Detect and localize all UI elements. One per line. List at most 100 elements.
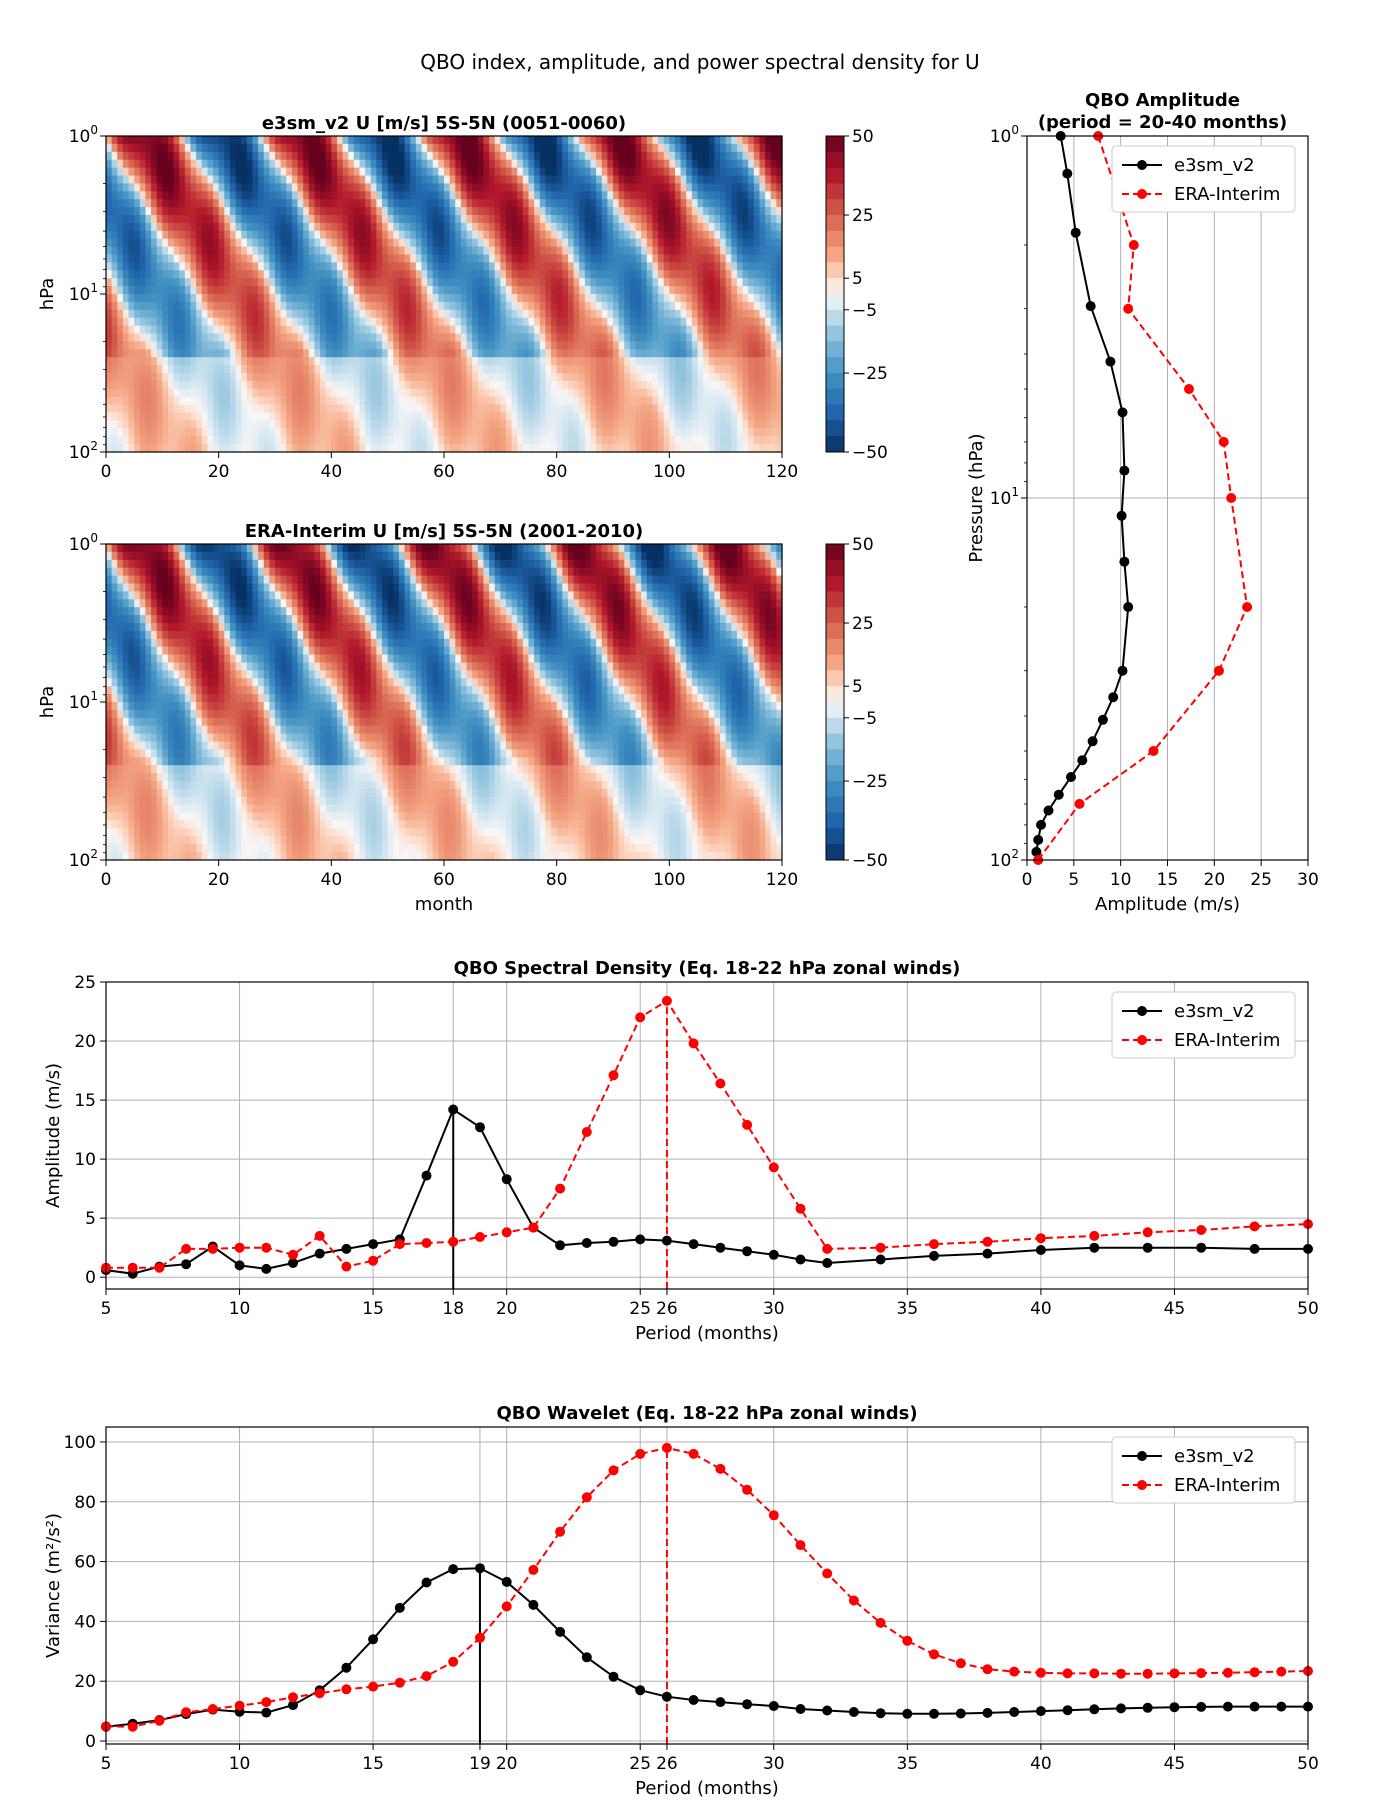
hm1-cell	[753, 175, 761, 184]
hm1-cell	[500, 262, 507, 271]
hm1-cell	[748, 341, 755, 350]
hm1-cell	[387, 301, 394, 311]
hm1-cell	[613, 238, 620, 248]
hm1-cell	[336, 317, 344, 327]
hm1-cell	[410, 215, 417, 224]
hm1-cell	[641, 286, 648, 295]
hm1-cell	[269, 270, 276, 279]
hm1-cell	[421, 380, 428, 390]
hm1-cell	[387, 309, 394, 319]
hm1-cell	[748, 167, 755, 177]
hm1-cell	[286, 286, 293, 295]
hm1-cell	[246, 230, 254, 240]
hm1-cell	[736, 341, 744, 350]
hm1-cell	[584, 420, 592, 429]
hm2-cell	[455, 544, 462, 553]
hm1-cell	[258, 294, 265, 303]
hm1-cell	[590, 444, 597, 453]
hm1-cell	[387, 207, 394, 216]
hm1-cell	[179, 230, 186, 240]
hm1-cell	[528, 412, 535, 421]
hm1-cell	[359, 412, 366, 421]
hm1-cell	[635, 294, 642, 303]
hm1-cell	[258, 404, 265, 414]
hm1-cell	[635, 436, 642, 445]
hm1-ytick-label: 101	[69, 281, 98, 305]
hm1-cell	[494, 175, 501, 184]
hm1-cell	[241, 199, 248, 208]
hm1-cell	[213, 436, 220, 445]
hm1-cell	[759, 317, 766, 327]
hm1-cell	[167, 396, 175, 406]
hm1-cell	[601, 436, 608, 445]
hm1-cell	[297, 278, 304, 287]
hm1-cell	[505, 317, 513, 327]
hm1-cell	[579, 278, 586, 287]
hm1-cell	[263, 254, 270, 263]
hm1-cell	[562, 357, 569, 366]
hm1-cell	[269, 349, 276, 358]
hm1-cell	[258, 191, 265, 200]
hm2-cell	[275, 544, 282, 553]
hm1-cell	[697, 199, 704, 208]
hm1-cell	[370, 380, 377, 390]
hm1-cell	[246, 136, 254, 145]
hm1-cell	[539, 207, 546, 216]
hm1-cell	[652, 222, 659, 232]
hm1-cell	[517, 151, 524, 161]
hm1-cell	[190, 191, 197, 200]
hm1-cell	[703, 246, 710, 256]
hm1-cell	[652, 278, 659, 287]
hm1-cell	[663, 325, 670, 335]
hm1-cell	[596, 325, 603, 335]
hm1-cell	[455, 388, 462, 398]
hm1-cell	[297, 317, 304, 327]
hm1-cell	[156, 254, 163, 263]
hm1-cell	[618, 262, 625, 271]
hm1-cell	[432, 230, 439, 240]
hm1-cell	[556, 286, 563, 295]
hm1-cell	[331, 167, 338, 177]
hm1-cell	[387, 167, 394, 177]
hm1-cell	[652, 380, 659, 390]
hm2-cell	[703, 544, 710, 553]
hm1-cell	[596, 254, 603, 263]
hm1-cell	[669, 294, 676, 303]
hm1-cell	[635, 143, 642, 153]
hm1-cell	[342, 373, 349, 382]
hm1-cell	[286, 388, 293, 398]
hm1-cell	[258, 222, 265, 232]
hm1-cell	[517, 191, 524, 200]
hm1-cell	[742, 167, 749, 177]
hm1-cell	[370, 246, 377, 256]
hm1-cell	[455, 436, 462, 445]
hm1-cell	[280, 388, 287, 398]
hm1-cell	[573, 199, 580, 208]
hm1-cell	[556, 215, 563, 224]
hm1-cell	[534, 380, 541, 390]
hm1-cell	[629, 262, 637, 271]
hm1-cell	[483, 380, 490, 390]
hm1-cell	[697, 333, 704, 342]
hm1-cell	[691, 294, 699, 303]
hm2-cell	[556, 544, 563, 553]
hm1-cell	[736, 175, 744, 184]
hm1-cell	[449, 333, 456, 342]
hm2-cell	[213, 544, 220, 553]
hm1-cell	[567, 333, 575, 342]
hm1-cell	[742, 428, 749, 437]
hm1-cell	[584, 404, 592, 414]
hm1-cell	[235, 215, 242, 224]
hm1-cell	[151, 238, 158, 248]
hm1-cell	[731, 215, 738, 224]
hm1-cell	[691, 143, 699, 153]
hm1-cell	[128, 167, 135, 177]
hm1-cell	[190, 151, 197, 161]
hm1-cell	[376, 349, 383, 358]
hm1-cell	[190, 404, 197, 414]
hm1-cell	[618, 246, 625, 256]
hm1-cell	[579, 159, 586, 169]
hm1-cell	[596, 317, 603, 327]
hm1-cell	[314, 373, 321, 382]
hm1-cell	[466, 136, 473, 145]
